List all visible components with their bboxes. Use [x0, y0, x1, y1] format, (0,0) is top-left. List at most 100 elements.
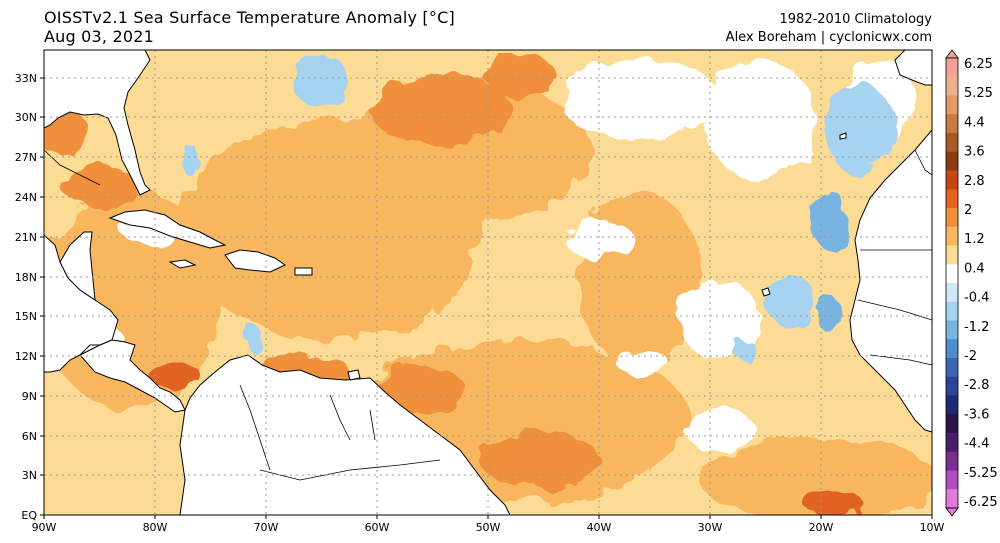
land-north-america [44, 50, 151, 196]
colorbar-segment [946, 301, 958, 321]
field-moderate-mid [580, 190, 700, 370]
colorbar-frame [945, 57, 959, 509]
lon-label: 50W [476, 521, 501, 534]
field-neutral-mid-1 [565, 222, 635, 258]
colorbar-segment [946, 114, 958, 134]
credit-block: 1982-2010 Climatology Alex Boreham | cyc… [726, 11, 932, 47]
lat-label: 6N [22, 430, 37, 443]
lat-label: 12N [15, 350, 37, 363]
lon-label: 30W [698, 521, 723, 534]
field-strong-amazon [480, 432, 600, 488]
lat-label: 33N [15, 72, 37, 85]
colorbar-label: -2 [964, 349, 977, 364]
field-neutral-east [705, 60, 815, 180]
climatology-label: 1982-2010 Climatology [779, 12, 932, 27]
lat-label: 21N [15, 231, 37, 244]
title-line-1: OISSTv2.1 Sea Surface Temperature Anomal… [44, 8, 455, 27]
border-colombia-venezuela [239, 384, 271, 471]
field-very-warm-panama [150, 361, 200, 389]
land-iberia [894, 50, 932, 86]
land-trinidad [347, 369, 361, 381]
field-cool-capeverde [765, 275, 815, 325]
colorbar-segment [946, 320, 958, 340]
colorbar-segment [946, 358, 958, 378]
author-credit: Alex Boreham | cyclonicwx.com [725, 30, 932, 45]
colorbar-segment [946, 339, 958, 359]
colorbar-segment [946, 451, 958, 471]
colorbar-labels: 6.25 5.25 4.4 3.6 2.8 2 1.2 0.4 -0.4 -1.2 -2 -2.8 -3… [964, 57, 998, 510]
colorbar-label: 4.4 [964, 115, 985, 130]
lon-label: 10W [920, 521, 945, 534]
colorbar-segment [946, 264, 958, 284]
colorbar-segment [946, 376, 958, 396]
field-cool-canaries [825, 85, 895, 175]
lon-label: 90W [32, 521, 57, 534]
lat-label: 18N [15, 271, 37, 284]
lat-label: 30N [15, 111, 37, 124]
land-masses [44, 50, 932, 515]
lon-label: 20W [809, 521, 834, 534]
colorbar-segment [946, 189, 958, 209]
title-date: Aug 03, 2021 [44, 27, 154, 46]
lon-label: 80W [143, 521, 168, 534]
tick-marks [40, 77, 933, 519]
colorbar-segment [946, 58, 958, 78]
colorbar-label: 3.6 [964, 145, 985, 160]
field-strong-cool-senegal [818, 297, 842, 333]
gridlines [44, 50, 932, 515]
colorbar-segment [946, 76, 958, 96]
land-cuba [108, 209, 227, 249]
land-south-america [179, 354, 511, 515]
colorbar: 6.25 5.25 4.4 3.6 2.8 2 1.2 0.4 -0.4 -1.2 -2 -2.8 -3… [945, 49, 998, 517]
colorbar-segment [946, 414, 958, 434]
land-jamaica [168, 259, 197, 269]
field-strong-cool-mauritania [812, 190, 848, 250]
colorbar-label: -6.25 [964, 495, 998, 510]
colorbar-label: 5.25 [964, 86, 993, 101]
colorbar-segment [946, 283, 958, 303]
field-neutral-south [685, 410, 755, 450]
lat-label: 3N [22, 469, 37, 482]
land-canaries [839, 132, 847, 140]
border-brazil-north [259, 459, 441, 481]
colorbar-segment [946, 151, 958, 171]
lon-label: 40W [587, 521, 612, 534]
colorbar-segment [946, 208, 958, 228]
colorbar-segment [946, 395, 958, 415]
colorbar-segments [946, 58, 958, 509]
land-capeverde [761, 287, 771, 297]
colorbar-label: -3.6 [964, 407, 989, 422]
lon-label: 70W [254, 521, 279, 534]
field-very-warm-guinea [805, 493, 865, 515]
field-neutral-mid-3 [615, 345, 665, 375]
colorbar-segment [946, 470, 958, 490]
field-neutral-north-east [560, 60, 720, 140]
lat-label: 24N [15, 191, 37, 204]
colorbar-label: 0.4 [964, 261, 985, 276]
lat-label: EQ [21, 509, 37, 522]
field-neutral-mid-2 [680, 280, 760, 360]
colorbar-segment [946, 95, 958, 115]
latitude-labels: EQ 3N 6N 9N 12N 15N 18N 21N 24N 27N 30N … [15, 72, 38, 522]
colorbar-label: 1.2 [964, 232, 985, 247]
lon-label: 60W [365, 521, 390, 534]
border-venezuela-guyana [329, 394, 351, 441]
colorbar-label: -4.4 [964, 437, 989, 452]
colorbar-label: 6.25 [964, 57, 993, 72]
colorbar-segment [946, 133, 958, 153]
colorbar-label: -1.2 [964, 320, 989, 335]
colorbar-label: -5.25 [964, 466, 998, 481]
land-central-america [79, 339, 186, 413]
colorbar-label: 2 [964, 203, 972, 218]
colorbar-segment [946, 433, 958, 453]
border-west-africa-2 [857, 299, 932, 321]
border-guyana-suriname [369, 409, 376, 441]
field-cool-bahamas [180, 145, 200, 175]
lat-label: 15N [15, 310, 37, 323]
borders [44, 149, 932, 481]
land-puerto-rico [294, 267, 313, 276]
lat-label: 9N [22, 390, 37, 403]
colorbar-label: -0.4 [964, 291, 989, 306]
field-strong-north-1 [370, 75, 510, 145]
colorbar-label: 2.8 [964, 174, 985, 189]
